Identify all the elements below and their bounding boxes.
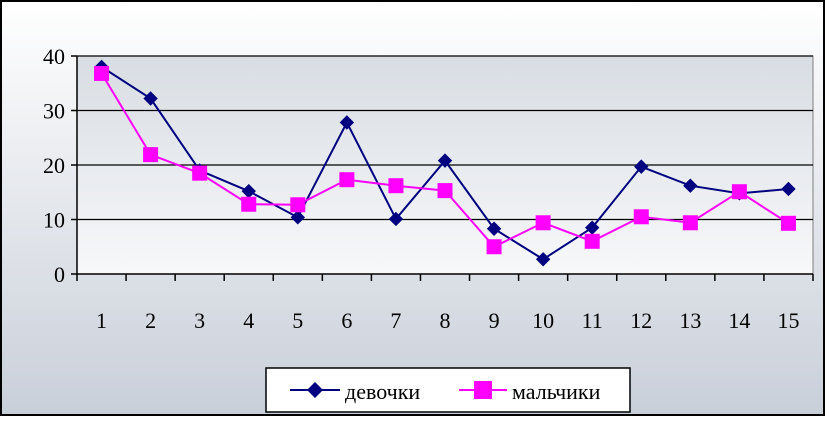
data-point-marker <box>143 147 159 163</box>
legend-entry-girls: девочки <box>290 379 420 404</box>
data-point-marker <box>388 211 404 227</box>
data-point-marker <box>682 215 698 231</box>
x-tick-label: 14 <box>728 308 750 333</box>
data-point-marker <box>584 233 600 249</box>
data-point-marker <box>780 215 796 231</box>
series-girls <box>94 59 796 267</box>
data-point-marker <box>290 197 306 213</box>
legend-label-boys: мальчики <box>512 379 601 404</box>
legend-swatch-girls-marker <box>307 382 323 398</box>
y-tick-label: 40 <box>43 44 65 69</box>
x-tick-label: 4 <box>243 308 254 333</box>
data-point-marker <box>192 165 208 181</box>
x-tick-label: 8 <box>440 308 451 333</box>
x-tick-label: 13 <box>679 308 701 333</box>
x-tick-label: 1 <box>96 308 107 333</box>
data-point-marker <box>486 239 502 255</box>
y-axis-ticks: 0 10 20 30 40 <box>43 44 77 287</box>
x-tick-label: 2 <box>145 308 156 333</box>
data-point-marker <box>290 210 306 225</box>
y-tick-label: 10 <box>43 208 65 233</box>
data-point-marker <box>683 178 698 193</box>
x-tick-label: 9 <box>489 308 500 333</box>
data-point-marker <box>388 178 404 194</box>
y-tick-label: 20 <box>43 153 65 178</box>
y-tick-label: 0 <box>54 262 65 287</box>
data-point-marker <box>535 215 551 231</box>
legend-entry-boys: мальчики <box>459 379 601 404</box>
series <box>94 59 796 267</box>
x-tick-label: 15 <box>777 308 799 333</box>
x-tick-label: 6 <box>341 308 352 333</box>
data-point-marker <box>437 183 453 199</box>
data-point-marker <box>486 221 502 236</box>
x-tick-label: 7 <box>390 308 401 333</box>
x-tick-label: 12 <box>630 308 652 333</box>
series-boys <box>94 65 796 255</box>
data-point-marker <box>633 209 649 225</box>
data-point-marker <box>634 159 649 174</box>
data-point-marker <box>339 172 355 188</box>
legend-swatch-boys-marker <box>474 381 492 399</box>
x-tick-label: 11 <box>582 308 603 333</box>
legend: девочки мальчики <box>265 367 631 413</box>
data-point-marker <box>437 153 453 168</box>
legend-label-girls: девочки <box>345 379 420 404</box>
x-tick-label: 3 <box>194 308 205 333</box>
data-point-marker <box>143 91 158 106</box>
x-tick-label: 10 <box>532 308 554 333</box>
data-point-marker <box>94 65 110 81</box>
data-point-marker <box>731 184 747 200</box>
data-point-marker <box>339 115 355 130</box>
x-tick-label: 5 <box>292 308 303 333</box>
data-point-marker <box>241 196 257 212</box>
x-axis-ticks: 1 2 3 4 5 6 7 8 9 10 11 12 13 14 15 <box>76 274 814 333</box>
data-point-marker <box>535 252 551 267</box>
y-tick-label: 30 <box>43 99 65 124</box>
data-point-marker <box>781 181 796 197</box>
